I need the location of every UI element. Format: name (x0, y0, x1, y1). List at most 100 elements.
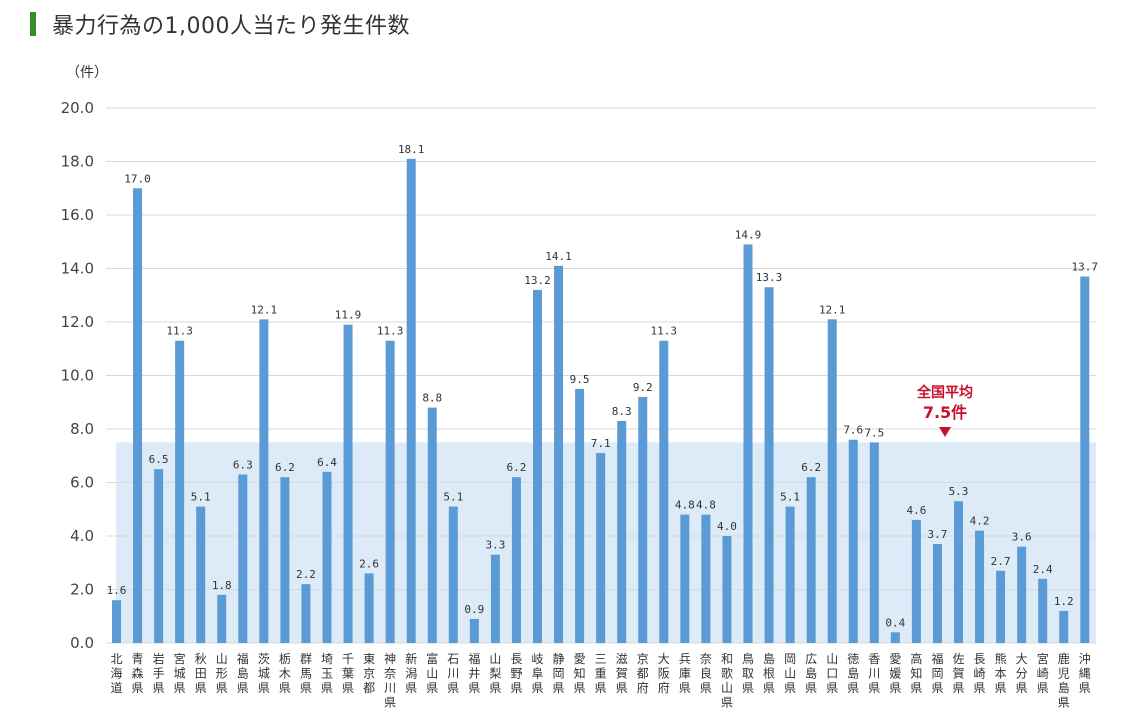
y-tick-label: 12.0 (61, 313, 94, 331)
value-label: 9.5 (570, 373, 590, 386)
bar (575, 388, 585, 643)
average-value-label: 7.5件 (923, 403, 967, 422)
bar (680, 514, 690, 643)
category-label: 和歌山県 (721, 652, 733, 710)
value-label: 2.4 (1033, 563, 1053, 576)
bar (1080, 276, 1090, 643)
value-label: 11.3 (166, 325, 193, 338)
value-label: 4.8 (675, 499, 695, 512)
value-label: 2.6 (359, 557, 379, 570)
chart-title: 暴力行為の1,000人当たり発生件数 (52, 14, 410, 39)
category-label: 愛媛県 (889, 652, 901, 695)
bar (996, 570, 1006, 643)
value-label: 1.2 (1054, 595, 1074, 608)
category-label: 島根県 (763, 651, 775, 695)
category-label: 岩手県 (153, 651, 165, 695)
category-label: 山梨県 (489, 652, 501, 695)
value-label: 8.3 (612, 405, 632, 418)
bar (932, 544, 942, 643)
bar (1059, 610, 1069, 643)
value-label: 7.5 (864, 426, 884, 439)
value-label: 6.5 (149, 453, 169, 466)
value-label: 6.4 (317, 456, 337, 469)
category-label: 千葉県 (342, 652, 354, 695)
average-band (116, 442, 1096, 643)
value-label: 6.2 (507, 461, 527, 474)
category-label: 佐賀県 (952, 652, 964, 695)
category-label: 山形県 (216, 652, 228, 695)
value-label: 13.7 (1072, 261, 1099, 274)
y-tick-label: 20.0 (61, 99, 94, 117)
value-label: 0.9 (464, 603, 484, 616)
y-axis-unit-label: （件） (66, 65, 108, 81)
category-label: 福島県 (237, 651, 249, 695)
category-label: 長崎県 (974, 652, 986, 695)
category-label: 東京都 (363, 652, 375, 695)
bar (280, 477, 290, 643)
bar (511, 477, 521, 643)
value-label: 3.3 (485, 539, 505, 552)
category-label: 鳥取県 (742, 651, 754, 695)
bar (869, 442, 879, 643)
bar (785, 506, 795, 643)
value-label: 6.3 (233, 458, 253, 471)
category-label: 福井県 (468, 651, 480, 695)
category-label: 福岡県 (931, 651, 943, 695)
y-tick-label: 6.0 (70, 474, 94, 492)
value-label: 7.6 (843, 424, 863, 437)
value-label: 18.1 (398, 143, 425, 156)
category-label: 富山県 (426, 651, 438, 695)
category-label: 大分県 (1016, 652, 1028, 695)
category-label: 兵庫県 (679, 652, 691, 695)
value-label: 14.1 (545, 250, 572, 263)
category-label: 神奈川県 (384, 652, 396, 710)
value-label: 13.2 (524, 274, 551, 287)
bar (890, 632, 900, 643)
bar (112, 600, 121, 643)
category-label: 広島県 (805, 652, 817, 695)
value-label: 12.1 (819, 303, 846, 316)
value-label: 12.1 (251, 303, 278, 316)
value-label: 3.6 (1012, 531, 1032, 544)
category-label: 石川県 (447, 652, 459, 695)
category-label: 新潟県 (405, 651, 417, 695)
value-label: 5.3 (949, 485, 969, 498)
bar (701, 514, 711, 643)
value-label: 6.2 (801, 461, 821, 474)
value-label: 5.1 (443, 491, 463, 504)
value-label: 9.2 (633, 381, 653, 394)
bar (406, 158, 416, 643)
bar (238, 474, 248, 643)
y-tick-label: 16.0 (61, 206, 94, 224)
category-label: 大阪府 (658, 652, 670, 695)
bar (490, 554, 500, 643)
value-label: 2.2 (296, 568, 316, 581)
category-label: 熊本県 (995, 651, 1007, 695)
value-label: 4.0 (717, 520, 737, 533)
value-label: 3.7 (928, 528, 948, 541)
title-marker (30, 12, 36, 36)
category-label: 京都府 (637, 652, 649, 695)
value-label: 6.2 (275, 461, 295, 474)
category-label: 岐阜県 (531, 652, 543, 695)
category-label: 愛知県 (574, 652, 586, 695)
category-label: 秋田県 (195, 652, 207, 695)
value-label: 4.2 (970, 515, 990, 528)
value-label: 1.6 (107, 584, 127, 597)
bar (638, 396, 648, 643)
value-label: 4.6 (906, 504, 926, 517)
y-tick-label: 8.0 (70, 420, 94, 438)
category-label: 山口県 (826, 652, 838, 695)
bar (764, 287, 774, 643)
category-label: 埼玉県 (321, 652, 333, 695)
bar (596, 453, 606, 643)
bar (743, 244, 753, 644)
category-label: 群馬県 (300, 652, 312, 695)
value-label: 5.1 (780, 491, 800, 504)
bar (217, 594, 227, 643)
y-tick-label: 10.0 (61, 367, 94, 385)
category-label: 三重県 (595, 652, 607, 695)
bar (343, 324, 353, 643)
category-label: 茨城県 (258, 652, 270, 695)
